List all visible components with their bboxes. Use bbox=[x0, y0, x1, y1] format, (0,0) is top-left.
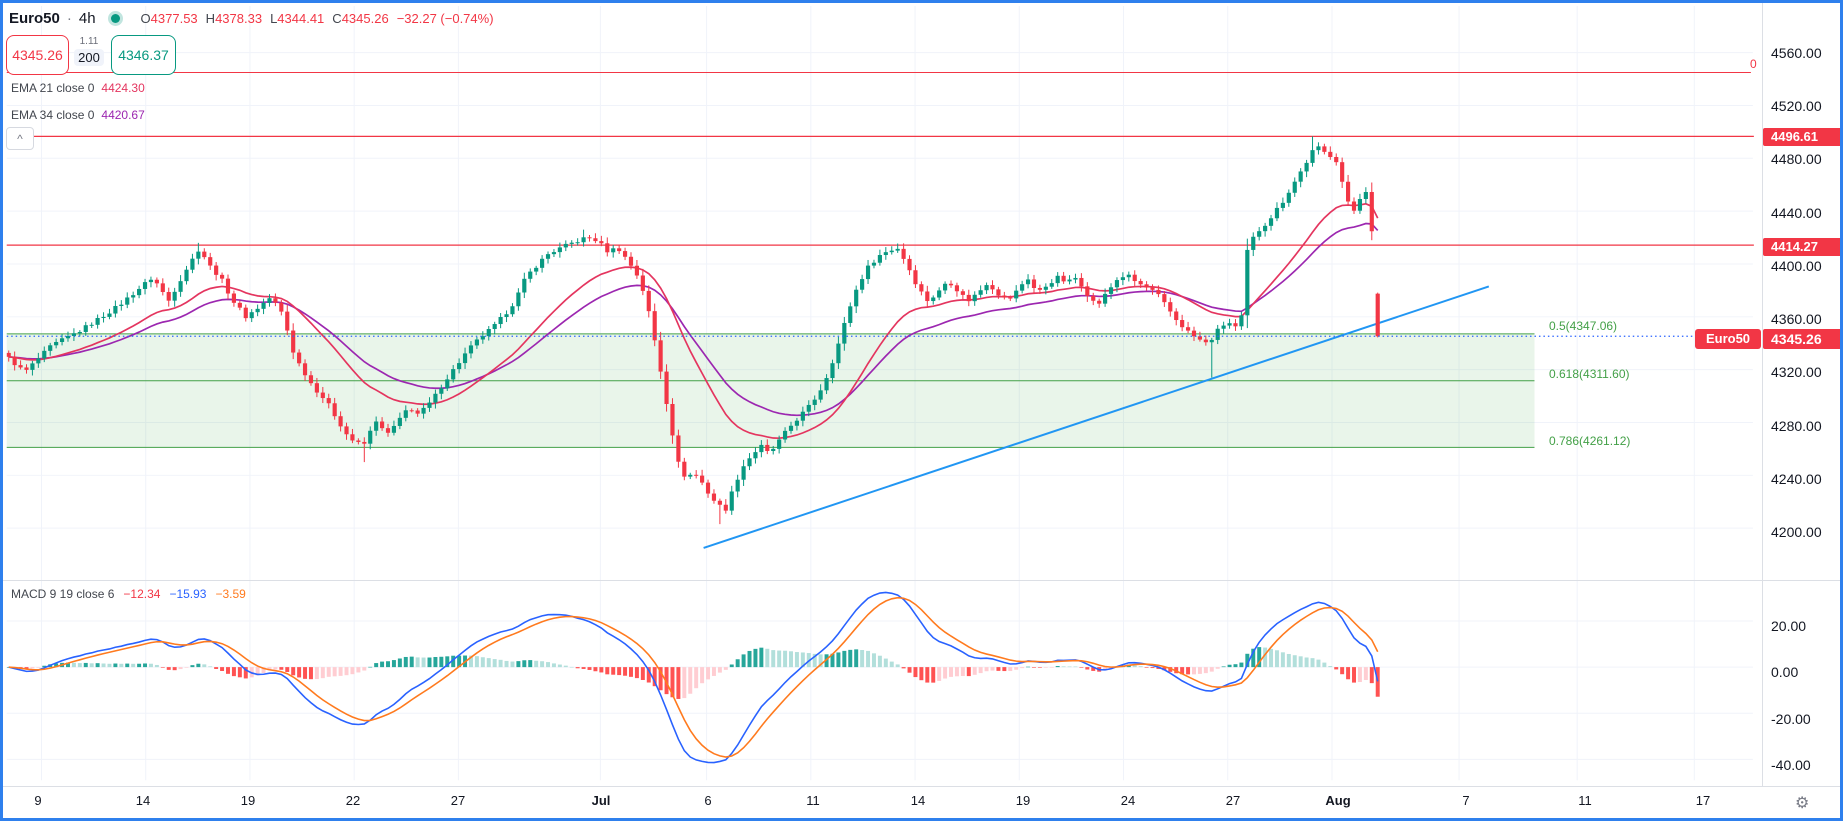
low-value: 4344.41 bbox=[277, 11, 325, 26]
macd-tick-label: -40.00 bbox=[1771, 757, 1811, 773]
time-axis-label: 11 bbox=[806, 793, 820, 808]
ema34-label: EMA 34 close 0 bbox=[11, 108, 95, 122]
macd-hist-value: −12.34 bbox=[123, 587, 161, 601]
price-tick-label: 4360.00 bbox=[1771, 311, 1822, 328]
time-axis-label: 24 bbox=[1120, 793, 1136, 808]
time-axis-label: 11 bbox=[1578, 793, 1592, 808]
ema21-value: 4424.30 bbox=[101, 81, 145, 95]
fib-level-label: 0.786(4261.12) bbox=[1549, 433, 1631, 448]
sell-button[interactable]: 4345.26 bbox=[6, 35, 69, 75]
spread-value: 1.11 bbox=[79, 36, 99, 47]
price-tick-label: 4240.00 bbox=[1771, 470, 1822, 487]
symbol-legend[interactable]: Euro50 · 4h O4377.53 H4378.33 L4344.41 C… bbox=[9, 10, 494, 27]
market-status-icon bbox=[110, 14, 120, 23]
chart-canvas[interactable] bbox=[3, 3, 1840, 818]
current-price-label: 4345.26 bbox=[1763, 328, 1840, 349]
buy-button[interactable]: 4346.37 bbox=[111, 35, 176, 75]
gear-icon[interactable]: ⚙ bbox=[1795, 795, 1810, 812]
legend-separator: · bbox=[66, 10, 72, 27]
time-axis-border bbox=[3, 786, 1840, 787]
time-axis-label: 19 bbox=[1015, 793, 1031, 808]
price-level-label-4414[interactable]: 4414.27 bbox=[1763, 237, 1840, 256]
chevron-up-icon: ^ bbox=[17, 131, 23, 146]
time-axis-label: Jul bbox=[591, 793, 611, 808]
close-value: 4345.26 bbox=[341, 11, 389, 26]
price-axis-border bbox=[1762, 3, 1763, 786]
macd-tick-label: 20.00 bbox=[1771, 617, 1807, 634]
quantity-chip[interactable]: 200 bbox=[74, 49, 104, 66]
price-tick-label: 4280.00 bbox=[1771, 417, 1822, 434]
interval-label[interactable]: 4h bbox=[78, 10, 96, 27]
time-axis-label: 22 bbox=[345, 793, 361, 808]
ema34-value: 4420.67 bbox=[101, 108, 145, 122]
time-axis-label: 14 bbox=[910, 793, 926, 808]
macd-line-value: −15.93 bbox=[169, 587, 207, 601]
fib-level-label: 0.618(4311.60) bbox=[1549, 366, 1630, 381]
time-axis-label: 6 bbox=[704, 793, 712, 808]
price-tick-label: 4480.00 bbox=[1771, 151, 1822, 168]
time-axis-label: 27 bbox=[450, 793, 466, 808]
macd-signal-value: −3.59 bbox=[215, 587, 246, 601]
price-tick-label: 4200.00 bbox=[1771, 524, 1822, 541]
ema21-legend[interactable]: EMA 21 close 0 4424.30 bbox=[11, 81, 145, 95]
price-tick-label: 4520.00 bbox=[1771, 98, 1822, 115]
ema34-legend[interactable]: EMA 34 close 0 4420.67 bbox=[11, 108, 145, 122]
time-axis-label: 14 bbox=[135, 793, 151, 808]
fib-zero-label: 0 bbox=[1750, 56, 1757, 71]
price-tick-label: 4560.00 bbox=[1771, 45, 1822, 61]
macd-tick-label: 0.00 bbox=[1771, 664, 1799, 680]
time-axis-label: 17 bbox=[1695, 793, 1711, 808]
current-symbol-badge: Euro50 bbox=[1695, 328, 1761, 349]
time-axis-label: Aug bbox=[1325, 793, 1351, 808]
open-value: 4377.53 bbox=[150, 11, 198, 26]
macd-tick-label: -20.00 bbox=[1771, 710, 1811, 727]
ema21-label: EMA 21 close 0 bbox=[11, 81, 95, 95]
time-axis-label: 19 bbox=[240, 793, 256, 808]
collapse-legend-button[interactable]: ^ bbox=[6, 127, 34, 150]
spread-panel: 1.11 200 bbox=[69, 36, 109, 67]
pane-divider[interactable] bbox=[3, 580, 1840, 581]
macd-legend[interactable]: MACD 9 19 close 6 −12.34 −15.93 −3.59 bbox=[11, 587, 246, 601]
fib-level-label: 0.5(4347.06) bbox=[1549, 319, 1618, 334]
symbol-name: Euro50 bbox=[9, 10, 60, 27]
time-axis-label: 27 bbox=[1225, 793, 1241, 808]
change-value: −32.27 (−0.74%) bbox=[396, 11, 494, 26]
time-axis-label: 9 bbox=[34, 793, 42, 808]
time-axis-label: 7 bbox=[1462, 793, 1470, 808]
price-tick-label: 4440.00 bbox=[1771, 204, 1822, 221]
macd-label: MACD 9 19 close 6 bbox=[11, 587, 115, 601]
high-value: 4378.33 bbox=[215, 11, 263, 26]
price-tick-label: 4320.00 bbox=[1771, 364, 1822, 381]
price-tick-label: 4400.00 bbox=[1771, 257, 1822, 274]
price-level-label-4496[interactable]: 4496.61 bbox=[1763, 128, 1840, 147]
ohlc-values: O4377.53 H4378.33 L4344.41 C4345.26 −32.… bbox=[140, 11, 494, 26]
